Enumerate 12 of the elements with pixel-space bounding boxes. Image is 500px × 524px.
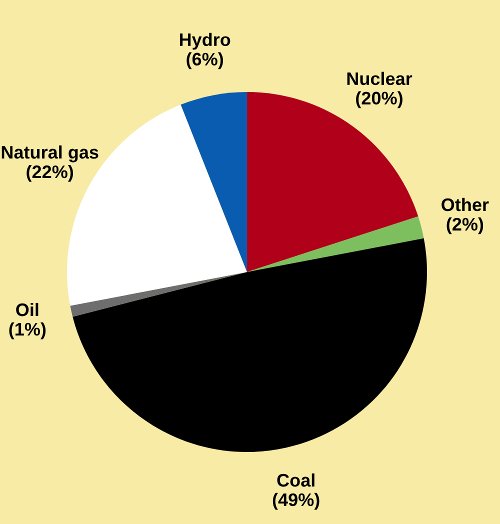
slice-label: Oil xyxy=(16,302,38,316)
data-label: (49%) xyxy=(272,492,320,510)
data-label: (2%) xyxy=(446,217,484,234)
slice-label: Nuclear xyxy=(347,72,412,86)
data-label: (22%) xyxy=(26,164,74,182)
slice-label: Other xyxy=(442,198,489,212)
slice-label: Coal xyxy=(277,473,314,487)
data-label: (6%) xyxy=(186,52,224,70)
data-label: (20%) xyxy=(356,91,402,108)
slice-label: Hydro xyxy=(180,32,230,50)
slice-label: Natural gas xyxy=(2,145,98,162)
data-label: (1%) xyxy=(9,322,46,340)
